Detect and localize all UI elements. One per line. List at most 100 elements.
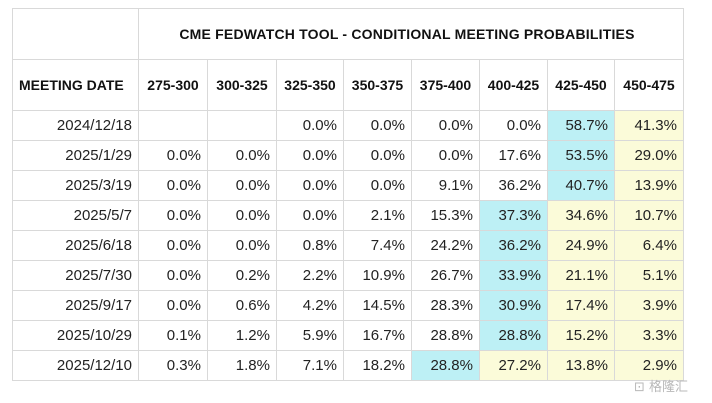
probabilities-table-container: CME FEDWATCH TOOL - CONDITIONAL MEETING … (12, 8, 684, 381)
probability-cell: 0.0% (276, 200, 344, 231)
probability-cell (207, 110, 277, 141)
probability-cell: 41.3% (614, 110, 684, 141)
table-row: 2025/3/19 0.0% 0.0% 0.0% 0.0% 9.1% 36.2% 40.7% 1… (12, 170, 684, 201)
probability-cell: 0.0% (343, 110, 412, 141)
probability-cell: 15.2% (547, 320, 615, 351)
column-header-275-300: 275-300 (138, 59, 208, 111)
probability-cell: 5.9% (276, 320, 344, 351)
probability-cell: 0.0% (138, 170, 208, 201)
table-row: 2025/6/18 0.0% 0.0% 0.8% 7.4% 24.2% 36.2% 24.9%… (12, 230, 684, 261)
meeting-date-cell: 2025/10/29 (12, 320, 139, 351)
meeting-date-cell: 2025/7/30 (12, 260, 139, 291)
probability-cell: 0.6% (207, 290, 277, 321)
probability-cell: 27.2% (479, 350, 548, 381)
probability-cell: 0.2% (207, 260, 277, 291)
probability-cell: 0.0% (138, 140, 208, 171)
probability-cell: 0.0% (411, 110, 480, 141)
probability-cell: 10.7% (614, 200, 684, 231)
probability-cell: 0.0% (138, 290, 208, 321)
probability-cell: 0.0% (138, 230, 208, 261)
probability-cell: 0.1% (138, 320, 208, 351)
probability-cell: 17.6% (479, 140, 548, 171)
probability-cell: 0.0% (276, 170, 344, 201)
table-body: CME FEDWATCH TOOL - CONDITIONAL MEETING … (12, 8, 684, 381)
probability-cell: 0.8% (276, 230, 344, 261)
probability-cell: 0.0% (138, 260, 208, 291)
probability-cell: 29.0% (614, 140, 684, 171)
table-row: 2025/1/29 0.0% 0.0% 0.0% 0.0% 0.0% 17.6% 53.5% 2… (12, 140, 684, 171)
probability-cell: 16.7% (343, 320, 412, 351)
probability-cell: 0.0% (207, 170, 277, 201)
probability-cell: 0.3% (138, 350, 208, 381)
probability-cell: 4.2% (276, 290, 344, 321)
probability-cell: 2.1% (343, 200, 412, 231)
probability-cell: 13.9% (614, 170, 684, 201)
probability-cell: 0.0% (479, 110, 548, 141)
probability-cell: 0.0% (207, 230, 277, 261)
probability-cell: 58.7% (547, 110, 615, 141)
meeting-date-cell: 2025/9/17 (12, 290, 139, 321)
probability-cell: 0.0% (343, 170, 412, 201)
column-header-300-325: 300-325 (207, 59, 277, 111)
meeting-date-cell: 2025/12/10 (12, 350, 139, 381)
probability-cell: 0.0% (207, 140, 277, 171)
probability-cell: 15.3% (411, 200, 480, 231)
probability-cell: 0.0% (343, 140, 412, 171)
column-header-400-425: 400-425 (479, 59, 548, 111)
title-row: CME FEDWATCH TOOL - CONDITIONAL MEETING … (12, 8, 684, 60)
probability-cell: 40.7% (547, 170, 615, 201)
probability-cell: 18.2% (343, 350, 412, 381)
probability-cell: 2.9% (614, 350, 684, 381)
column-header-325-350: 325-350 (276, 59, 344, 111)
probability-cell: 53.5% (547, 140, 615, 171)
probability-cell: 0.0% (411, 140, 480, 171)
header-row: MEETING DATE 275-300 300-325 325-350 350-37… (12, 59, 684, 111)
probability-cell: 28.8% (479, 320, 548, 351)
probability-cell: 28.8% (411, 350, 480, 381)
watermark-logo: ⊡ 格隆汇 (634, 376, 688, 395)
probability-cell: 3.9% (614, 290, 684, 321)
column-header-375-400: 375-400 (411, 59, 480, 111)
meeting-date-cell: 2025/5/7 (12, 200, 139, 231)
meeting-date-cell: 2024/12/18 (12, 110, 139, 141)
meeting-date-cell: 2025/1/29 (12, 140, 139, 171)
meeting-date-header: MEETING DATE (12, 59, 139, 111)
title-blank-cell (12, 8, 139, 60)
probability-cell: 28.3% (411, 290, 480, 321)
probability-cell (138, 110, 208, 141)
probability-cell: 24.2% (411, 230, 480, 261)
probability-cell: 1.8% (207, 350, 277, 381)
probability-cell: 34.6% (547, 200, 615, 231)
probability-cell: 33.9% (479, 260, 548, 291)
probability-cell: 36.2% (479, 170, 548, 201)
column-header-425-450: 425-450 (547, 59, 615, 111)
watermark-icon: ⊡ (634, 380, 645, 395)
meeting-date-cell: 2025/6/18 (12, 230, 139, 261)
table-row: 2025/7/30 0.0% 0.2% 2.2% 10.9% 26.7% 33.9% 21.1… (12, 260, 684, 291)
probability-cell: 3.3% (614, 320, 684, 351)
probability-cell: 0.0% (276, 140, 344, 171)
probability-cell: 9.1% (411, 170, 480, 201)
probability-cell: 17.4% (547, 290, 615, 321)
probability-cell: 2.2% (276, 260, 344, 291)
meeting-date-cell: 2025/3/19 (12, 170, 139, 201)
probability-cell: 0.0% (276, 110, 344, 141)
probability-cell: 5.1% (614, 260, 684, 291)
probability-cell: 37.3% (479, 200, 548, 231)
probability-cell: 14.5% (343, 290, 412, 321)
probability-cell: 0.0% (138, 200, 208, 231)
watermark-text: 格隆汇 (649, 380, 689, 395)
probability-cell: 6.4% (614, 230, 684, 261)
probability-cell: 1.2% (207, 320, 277, 351)
probability-cell: 0.0% (207, 200, 277, 231)
probability-cell: 30.9% (479, 290, 548, 321)
probability-cell: 7.1% (276, 350, 344, 381)
table-title: CME FEDWATCH TOOL - CONDITIONAL MEETING … (138, 8, 684, 60)
column-header-450-475: 450-475 (614, 59, 684, 111)
probability-cell: 13.8% (547, 350, 615, 381)
table-row: 2024/12/18 0.0% 0.0% 0.0% 0.0% 58.7% 41.3% (12, 110, 684, 141)
table-row: 2025/9/17 0.0% 0.6% 4.2% 14.5% 28.3% 30.9% 17.4… (12, 290, 684, 321)
column-header-350-375: 350-375 (343, 59, 412, 111)
probability-cell: 24.9% (547, 230, 615, 261)
probability-cell: 28.8% (411, 320, 480, 351)
